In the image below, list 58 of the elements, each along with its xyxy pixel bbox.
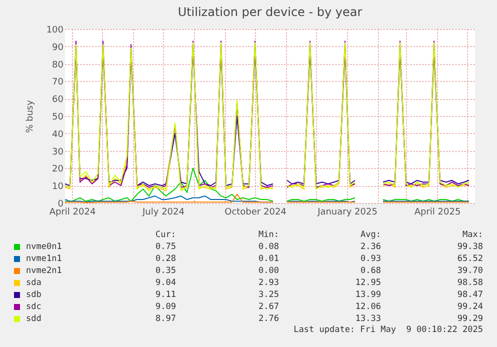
legend-label: nvme0n1: [26, 241, 62, 253]
text: 12.06: [354, 301, 381, 313]
y-tick-label: 10: [52, 182, 64, 192]
y-axis-title: % busy: [25, 99, 36, 133]
text: 99.38: [456, 241, 483, 253]
legend-label: sdd: [26, 313, 42, 325]
text: 12.95: [354, 277, 381, 289]
x-tick-label: January 2025: [316, 208, 378, 218]
x-tick-label: July 2024: [142, 208, 185, 218]
x-tick-label: October 2024: [224, 208, 287, 218]
text: 99.29: [456, 313, 483, 325]
y-tick-label: 100: [46, 26, 64, 36]
text: 0.93: [360, 253, 381, 265]
text: 2.67: [258, 301, 279, 313]
legend-label: nvme1n1: [26, 253, 62, 265]
y-tick-label: 50: [52, 112, 64, 122]
text: Last update: Fri May 9 00:10:22 2025: [292, 325, 483, 335]
x-tick-label: April 2025: [414, 208, 461, 218]
text: 3.25: [258, 289, 279, 301]
x-tick-label: April 2024: [49, 208, 96, 218]
text: 65.52: [456, 253, 483, 265]
y-tick-label: 90: [52, 42, 64, 53]
text: Max:: [462, 229, 483, 241]
y-tick-label: 0: [58, 200, 64, 210]
legend-label: sdc: [26, 301, 42, 313]
y-tick-label: 60: [52, 95, 64, 106]
chart-title: Utilization per device - by year: [178, 5, 362, 19]
text: 99.24: [456, 301, 483, 313]
text: 2.76: [258, 313, 279, 325]
text: Avg:: [360, 229, 381, 241]
text: 0.35: [154, 265, 176, 277]
legend-label: sda: [26, 277, 42, 289]
y-tick-label: 70: [52, 78, 64, 88]
y-tick-label: 20: [52, 164, 64, 175]
text: Min:: [258, 229, 279, 241]
y-tick-label: 30: [52, 147, 64, 158]
text: 39.70: [456, 265, 483, 277]
text: Cur:: [154, 229, 176, 241]
legend-label: sdb: [26, 289, 42, 301]
text: 9.11: [154, 289, 176, 301]
text: 2.36: [360, 241, 381, 253]
text: 0.00: [258, 265, 279, 277]
text: 98.58: [456, 277, 483, 289]
text: 0.68: [360, 265, 381, 277]
text: 0.01: [258, 253, 279, 265]
text: 8.97: [154, 313, 176, 325]
text: 98.47: [456, 289, 483, 301]
text: 13.33: [354, 313, 381, 325]
text: 9.04: [154, 277, 176, 289]
text: 2.93: [258, 277, 279, 289]
text: 0.28: [154, 253, 176, 265]
y-tick-label: 40: [52, 130, 64, 140]
y-tick-label: 80: [52, 60, 64, 70]
legend-label: nvme2n1: [26, 265, 62, 277]
text: 13.99: [354, 289, 381, 301]
text: 9.09: [154, 301, 176, 313]
text: 0.08: [258, 241, 279, 253]
text: 0.75: [154, 241, 176, 253]
